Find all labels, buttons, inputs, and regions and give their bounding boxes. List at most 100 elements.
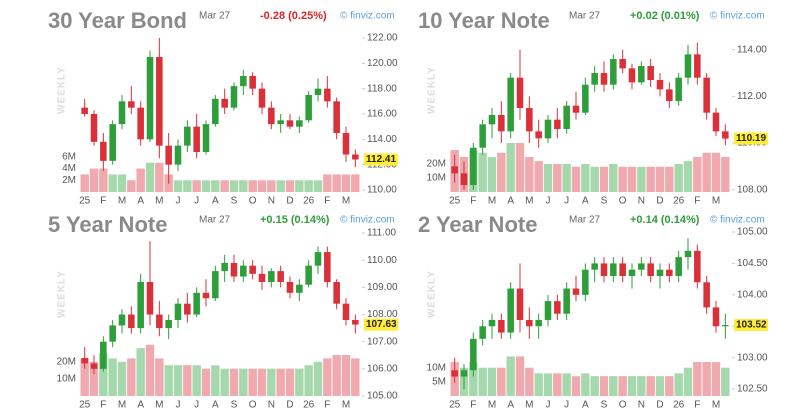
candle-body [221,262,228,272]
chart-panel: 2 Year Note Mar 27 +0.14 (0.14%) © finviz.c… [418,212,768,411]
candle-body [249,265,256,274]
candle-body [184,126,191,146]
volume-bar [487,367,497,396]
x-tick-label: 25 [79,196,91,207]
x-tick-label: J [194,196,199,207]
candle-body [703,282,710,308]
candle-body [156,57,163,146]
volume-bar [553,373,562,396]
candle-body [591,263,598,270]
candle-body [591,73,598,85]
x-tick-label: M [488,400,496,411]
volume-bar [581,373,590,396]
volume-bar [525,156,534,192]
volume-bar [497,367,506,396]
volume-bar [183,180,192,192]
candle-body [342,132,350,155]
y-tick-label: 118.00 [367,83,397,94]
x-tick-label: F [100,400,106,411]
candle-body [277,120,284,125]
volume-bar [285,180,295,192]
volume-bar [341,174,351,192]
y-tick-label: 108.00 [367,309,398,320]
x-tick-label: F [100,196,106,207]
x-tick-label: M [342,196,350,207]
candle-body [202,124,210,152]
candle-body [656,80,664,90]
volume-bar [136,168,145,192]
volume-bar [164,365,173,396]
x-tick-label: A [507,400,514,411]
candle-body [184,303,191,315]
volume-bar [478,367,487,396]
candle-body [498,319,505,333]
y-tick-label: 111.00 [367,228,397,239]
x-tick-label: M [155,196,163,207]
x-tick-label: J [564,400,569,411]
candle-body [666,89,673,102]
volume-bar [145,344,155,396]
x-tick-label: M [342,400,350,411]
volume-bar [267,368,276,396]
volume-bar [248,180,257,192]
candle-body [305,265,312,285]
candle-body [675,77,682,102]
x-tick-label: N [638,400,645,411]
volume-bar [478,152,487,192]
side-label: WEEKLY [57,66,68,114]
volume-bar [201,180,211,192]
volume-bar [515,142,525,192]
candle-body [81,107,88,114]
volume-bar [683,161,693,192]
volume-bar [497,152,506,192]
candle-body [535,131,542,139]
y-tick-label: 104.00 [737,289,768,300]
candle-body [324,88,331,102]
volume-bar [248,368,257,396]
volume-bar [351,358,360,396]
volume-bar [637,166,646,192]
x-tick-label: F [470,400,476,411]
candle-body [628,68,636,83]
candle-body [128,314,135,329]
y-tick-label: 109.00 [367,282,398,293]
x-tick-label: A [507,196,514,207]
date: Mar 27 [199,215,231,226]
candle-body [582,84,589,113]
x-tick-label: N [268,196,275,207]
volume-tick-label: 10M [427,173,446,184]
x-tick-label: F [694,196,700,207]
candle-body [563,105,570,130]
candle-body [516,77,524,109]
x-tick-label: A [582,196,589,207]
volume-bar [257,368,267,396]
candle-body [554,301,561,314]
candle-body [684,250,692,258]
candle-body [333,101,340,133]
candle-body [118,101,126,125]
x-tick-label: S [231,196,238,207]
candle-body [352,154,359,160]
x-tick-label: 25 [449,400,461,411]
volume-bar [332,174,341,192]
volume-bar [211,180,220,192]
chart-title: 30 Year Bond [48,8,187,33]
volume-bar [665,166,674,192]
candle-body [488,115,496,125]
x-tick-label: J [176,196,181,207]
volume-bar [674,163,683,192]
volume-bar [609,376,618,396]
y-tick-label: 108.00 [737,184,768,195]
volume-bar [599,376,609,396]
volume-bar [543,163,553,192]
candle-body [165,319,172,329]
volume-bar [581,163,590,192]
volume-bar [590,166,599,192]
x-tick-label: M [525,196,533,207]
x-tick-label: D [656,400,663,411]
x-tick-label: 26 [673,196,685,207]
volume-tick-label: 6M [62,151,76,162]
volume-tick-label: 5M [432,377,446,388]
chart-panel: 10 Year Note Mar 27 +0.02 (0.01%) © finviz.… [418,8,768,207]
candle-body [221,98,228,108]
